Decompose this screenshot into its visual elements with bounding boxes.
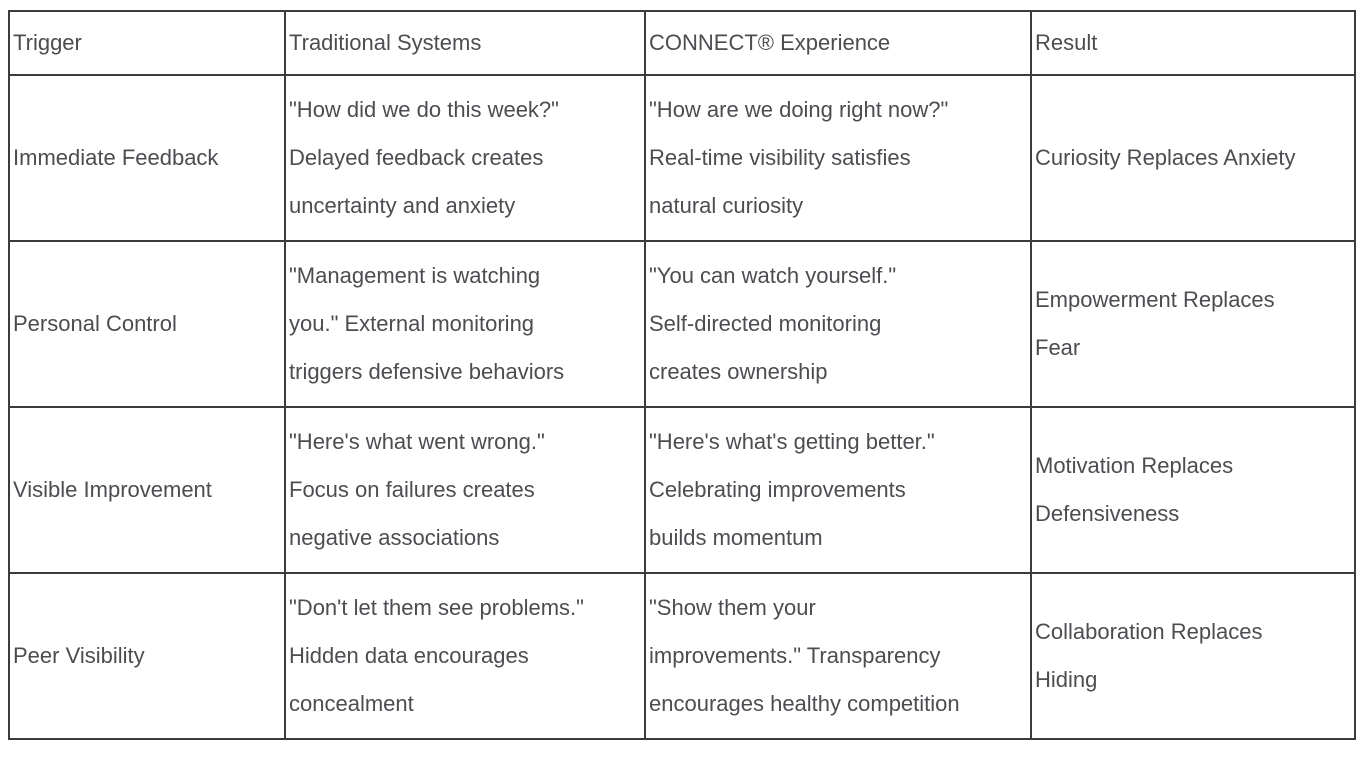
cell-traditional: "Management is watching you." External m…	[284, 240, 646, 408]
cell-traditional: "How did we do this week?" Delayed feedb…	[284, 74, 646, 242]
cell-result: Empowerment Replaces Fear	[1030, 240, 1356, 408]
comparison-table: Trigger Traditional Systems CONNECT® Exp…	[8, 10, 1356, 740]
cell-traditional: "Here's what went wrong." Focus on failu…	[284, 406, 646, 574]
cell-connect: "How are we doing right now?" Real-time …	[644, 74, 1032, 242]
header-cell-result: Result	[1030, 10, 1356, 76]
header-cell-traditional: Traditional Systems	[284, 10, 646, 76]
cell-trigger: Peer Visibility	[8, 572, 286, 740]
header-cell-connect: CONNECT® Experience	[644, 10, 1032, 76]
cell-traditional: "Don't let them see problems." Hidden da…	[284, 572, 646, 740]
cell-result: Curiosity Replaces Anxiety	[1030, 74, 1356, 242]
cell-result: Motivation Replaces Defensiveness	[1030, 406, 1356, 574]
cell-result: Collaboration Replaces Hiding	[1030, 572, 1356, 740]
cell-connect: "Show them your improvements." Transpare…	[644, 572, 1032, 740]
cell-connect: "You can watch yourself." Self-directed …	[644, 240, 1032, 408]
table-row: Immediate Feedback "How did we do this w…	[8, 74, 1356, 242]
cell-trigger: Personal Control	[8, 240, 286, 408]
table-row: Peer Visibility "Don't let them see prob…	[8, 572, 1356, 740]
cell-connect: "Here's what's getting better." Celebrat…	[644, 406, 1032, 574]
table-row: Visible Improvement "Here's what went wr…	[8, 406, 1356, 574]
header-cell-trigger: Trigger	[8, 10, 286, 76]
table-row: Personal Control "Management is watching…	[8, 240, 1356, 408]
table-header-row: Trigger Traditional Systems CONNECT® Exp…	[8, 10, 1356, 76]
cell-trigger: Immediate Feedback	[8, 74, 286, 242]
cell-trigger: Visible Improvement	[8, 406, 286, 574]
